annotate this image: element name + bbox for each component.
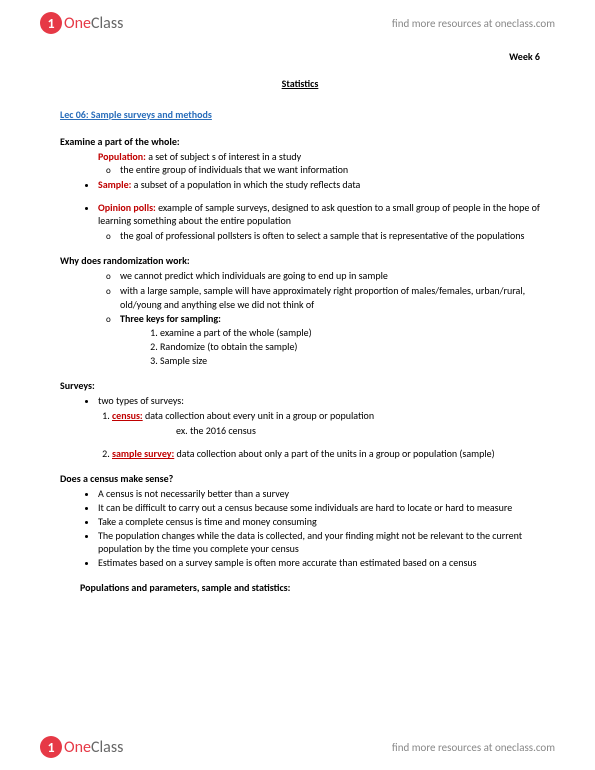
- polls-def: example of sample surveys, designed to a…: [98, 201, 540, 227]
- census-b3: Take a complete census is time and money…: [98, 515, 540, 528]
- footer-tagline[interactable]: find more resources at oneclass.com: [392, 741, 555, 754]
- logo-icon-footer: 1: [40, 736, 62, 758]
- polls-term: Opinion polls:: [98, 201, 156, 214]
- population-sublist: the entire group of individuals that we …: [60, 163, 540, 177]
- census-b1: A census is not necessarily better than …: [98, 487, 540, 500]
- survey-types-2: sample survey: data collection about onl…: [60, 447, 540, 460]
- census-points: A census is not necessarily better than …: [60, 487, 540, 569]
- sample-survey-term: sample survey:: [112, 447, 174, 460]
- logo-text-footer: OneClass: [64, 738, 123, 757]
- population-line: Population: a set of subject s of intere…: [60, 150, 540, 163]
- page-header: 1 OneClass find more resources at onecla…: [0, 0, 595, 46]
- key-1: examine a part of the whole (sample): [160, 326, 540, 339]
- sample-def: a subset of a population in which the st…: [131, 178, 360, 191]
- document-body: Week 6 Statistics Lec 06: Sample surveys…: [60, 50, 540, 594]
- logo-glyph: 1: [47, 15, 54, 32]
- sample-survey-def: data collection about only a part of the…: [174, 447, 494, 460]
- polls-list: Opinion polls: example of sample surveys…: [60, 201, 540, 227]
- populations-params-head: Populations and parameters, sample and s…: [60, 581, 540, 594]
- census-b4: The population changes while the data is…: [98, 529, 540, 555]
- census-def: data collection about every unit in a gr…: [143, 409, 374, 422]
- polls-sub: the goal of professional pollsters is of…: [120, 229, 540, 243]
- key-2: Randomize (to obtain the sample): [160, 340, 540, 353]
- logo-class-footer: Class: [91, 738, 123, 757]
- logo-one: One: [64, 14, 91, 33]
- logo-class: Class: [91, 14, 123, 33]
- section-examine-head: Examine a part of the whole:: [60, 135, 540, 148]
- lecture-heading: Lec 06: Sample surveys and methods: [60, 108, 540, 121]
- page-title: Statistics: [60, 77, 540, 90]
- sample-list: Sample: a subset of a population in whic…: [60, 178, 540, 191]
- week-label: Week 6: [60, 50, 540, 63]
- polls-sublist: the goal of professional pollsters is of…: [60, 229, 540, 243]
- section-census-head: Does a census make sense?: [60, 472, 540, 485]
- logo-glyph-footer: 1: [47, 739, 54, 756]
- survey-types: census: data collection about every unit…: [60, 409, 540, 422]
- census-line: census: data collection about every unit…: [112, 409, 540, 422]
- logo-text: OneClass: [64, 14, 123, 33]
- population-def: a set of subject s of interest in a stud…: [146, 150, 301, 163]
- census-b5: Estimates based on a survey sample is of…: [98, 556, 540, 569]
- random-list: we cannot predict which individuals are …: [60, 269, 540, 325]
- page-footer: 1 OneClass find more resources at onecla…: [0, 724, 595, 770]
- key-3: Sample size: [160, 354, 540, 367]
- section-surveys-head: Surveys:: [60, 379, 540, 392]
- logo-one-footer: One: [64, 738, 91, 757]
- random-b3-text: Three keys for sampling:: [120, 312, 221, 325]
- brand-logo: 1 OneClass: [40, 12, 123, 34]
- population-term: Population:: [98, 150, 146, 163]
- brand-logo-footer: 1 OneClass: [40, 736, 123, 758]
- keys-list: examine a part of the whole (sample) Ran…: [60, 326, 540, 367]
- census-example: ex. the 2016 census: [60, 424, 540, 437]
- random-b1: we cannot predict which individuals are …: [120, 269, 540, 283]
- census-b2: It can be difficult to carry out a censu…: [98, 501, 540, 514]
- sample-line: Sample: a subset of a population in whic…: [98, 178, 540, 191]
- sample-survey-line: sample survey: data collection about onl…: [112, 447, 540, 460]
- random-b2: with a large sample, sample will have ap…: [120, 284, 540, 311]
- sample-term: Sample:: [98, 178, 131, 191]
- surveys-intro: two types of surveys:: [98, 394, 540, 407]
- surveys-intro-list: two types of surveys:: [60, 394, 540, 407]
- header-tagline[interactable]: find more resources at oneclass.com: [392, 17, 555, 30]
- logo-icon: 1: [40, 12, 62, 34]
- random-b3: Three keys for sampling:: [120, 312, 540, 326]
- census-term: census:: [112, 409, 143, 422]
- population-sub: the entire group of individuals that we …: [120, 163, 540, 177]
- polls-line: Opinion polls: example of sample surveys…: [98, 201, 540, 227]
- section-random-head: Why does randomization work:: [60, 254, 540, 267]
